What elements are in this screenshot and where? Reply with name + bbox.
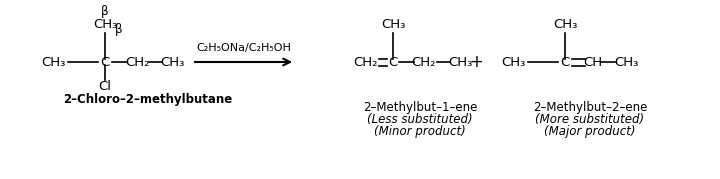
Text: 2–Methylbut–2–ene: 2–Methylbut–2–ene [533, 101, 647, 115]
Text: Cl: Cl [99, 81, 112, 93]
Text: CH₂: CH₂ [125, 55, 149, 69]
Text: CH₃: CH₃ [93, 18, 117, 30]
Text: β: β [102, 6, 109, 18]
Text: (Major product): (Major product) [544, 125, 636, 139]
Text: CH₂: CH₂ [353, 55, 377, 69]
Text: CH₃: CH₃ [381, 18, 405, 30]
Text: 2–Chloro–2–methylbutane: 2–Chloro–2–methylbutane [63, 93, 233, 107]
Text: (Less substituted): (Less substituted) [367, 113, 473, 127]
Text: C: C [100, 55, 109, 69]
Text: C: C [560, 55, 570, 69]
Text: +: + [469, 53, 483, 71]
Text: β: β [115, 23, 123, 37]
Text: C: C [388, 55, 397, 69]
Text: CH₃: CH₃ [160, 55, 184, 69]
Text: CH₂: CH₂ [412, 55, 436, 69]
Text: CH₃: CH₃ [448, 55, 472, 69]
Text: C₂H₅ONa/C₂H₅OH: C₂H₅ONa/C₂H₅OH [196, 43, 291, 53]
Text: CH: CH [583, 55, 603, 69]
Text: (More substituted): (More substituted) [536, 113, 644, 127]
Text: (Minor product): (Minor product) [374, 125, 466, 139]
Text: CH₃: CH₃ [553, 18, 577, 30]
Text: 2–Methylbut–1–ene: 2–Methylbut–1–ene [363, 101, 477, 115]
Text: CH₃: CH₃ [501, 55, 525, 69]
Text: CH₃: CH₃ [41, 55, 66, 69]
Text: CH₃: CH₃ [614, 55, 638, 69]
